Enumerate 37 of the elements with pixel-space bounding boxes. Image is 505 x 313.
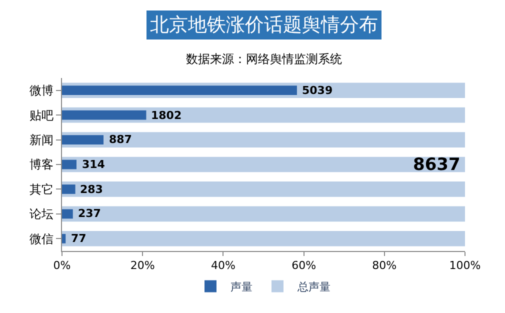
bar xyxy=(62,209,73,219)
bar xyxy=(62,184,76,194)
bar xyxy=(62,110,146,120)
y-tick-label: 新闻 xyxy=(30,132,54,147)
bar xyxy=(62,234,66,244)
bar xyxy=(62,206,465,222)
x-tick-label: 40% xyxy=(210,259,236,272)
x-tick-label: 60% xyxy=(292,259,316,272)
y-tick-label: 其它 xyxy=(30,182,54,196)
annotation: 887 xyxy=(109,133,132,146)
bar xyxy=(62,156,465,172)
bar xyxy=(62,132,465,148)
bar xyxy=(62,86,297,96)
y-tick-label: 微信 xyxy=(30,232,54,246)
legend-label: 声量 xyxy=(230,280,252,294)
annotation: 77 xyxy=(71,232,86,245)
bar xyxy=(62,160,77,170)
chart-subtitle: 数据来源：网络舆情监测系统 xyxy=(186,52,342,66)
x-tick-label: 20% xyxy=(130,259,155,272)
chart-title: 北京地铁涨价话题舆情分布 xyxy=(150,14,378,36)
bar xyxy=(62,135,104,144)
y-tick-label: 微博 xyxy=(30,84,54,98)
x-tick-label: 100% xyxy=(449,259,481,272)
annotation: 237 xyxy=(78,207,101,220)
y-tick-label: 博客 xyxy=(30,158,54,172)
annotation: 1802 xyxy=(151,109,182,122)
legend-label: 总声量 xyxy=(296,280,330,294)
bar xyxy=(62,182,465,197)
x-tick-label: 80% xyxy=(372,259,397,272)
annotation: 8637 xyxy=(413,155,460,175)
annotation: 283 xyxy=(80,183,103,196)
annotation: 5039 xyxy=(302,84,333,97)
annotation: 314 xyxy=(82,158,106,171)
x-tick-label: 0% xyxy=(53,259,71,272)
y-tick-label: 贴吧 xyxy=(30,108,54,122)
bar xyxy=(62,230,465,246)
y-tick-label: 论坛 xyxy=(30,207,54,222)
